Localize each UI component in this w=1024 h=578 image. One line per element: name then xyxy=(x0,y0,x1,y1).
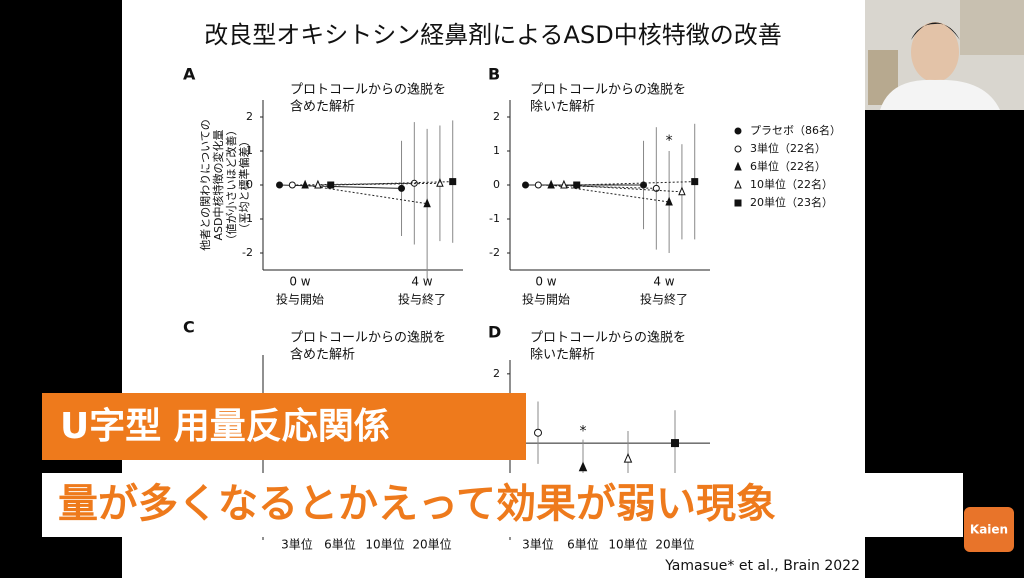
legend-label: 6単位（22名） xyxy=(750,159,826,173)
x-tick-label: 6単位 xyxy=(567,537,599,552)
point xyxy=(398,184,406,192)
legend-label: プラセボ（86名） xyxy=(750,123,841,137)
x-tick-note: 投与終了 xyxy=(640,292,688,307)
y-axis-label: 他者との関わりについての xyxy=(199,119,212,251)
y-tick-label: 1 xyxy=(493,144,500,157)
citation: Yamasue* et al., Brain 2022 xyxy=(664,558,860,574)
y-tick-label: -2 xyxy=(242,246,253,259)
x-tick-note: 投与開始 xyxy=(276,292,324,307)
logo: Kaien xyxy=(970,523,1008,537)
x-tick-label: 3単位 xyxy=(522,537,554,552)
banner-sub xyxy=(42,473,963,537)
series-line xyxy=(279,184,402,189)
y-tick-label: 2 xyxy=(493,110,500,123)
point xyxy=(671,439,679,448)
panel-label: D xyxy=(488,323,501,342)
point xyxy=(573,181,581,189)
y-axis-label: （値が小さいほど改善） xyxy=(224,125,238,246)
point xyxy=(691,178,699,186)
webcam xyxy=(865,0,1024,110)
point xyxy=(734,127,742,135)
panel-subtitle: プロトコールからの逸脱を xyxy=(530,83,686,98)
point xyxy=(734,161,742,171)
point xyxy=(623,452,633,463)
series-line xyxy=(330,181,453,186)
legend-label: 3単位（22名） xyxy=(750,141,826,155)
point xyxy=(665,196,673,206)
point xyxy=(436,178,444,187)
point xyxy=(734,145,742,153)
point xyxy=(734,199,742,207)
y-tick-label: -1 xyxy=(242,212,253,225)
y-axis-label: ASD中核特徴の変化量 xyxy=(211,130,225,241)
point xyxy=(301,179,309,189)
banner-main xyxy=(42,393,526,460)
point xyxy=(288,181,296,189)
banner-sub-text: 量が多くなるとかえって効果が弱い現象 xyxy=(58,481,776,527)
legend-label: 10単位（22名） xyxy=(750,177,833,191)
point xyxy=(423,198,431,208)
panel-subtitle: 含めた解析 xyxy=(290,347,355,363)
point xyxy=(578,461,588,472)
point xyxy=(560,179,568,189)
panel-label: A xyxy=(183,65,196,84)
panel-subtitle: プロトコールからの逸脱を xyxy=(290,331,446,346)
point xyxy=(276,181,284,189)
banner-main-text: U字型 用量反応関係 xyxy=(60,406,390,447)
point xyxy=(534,428,542,437)
panel-subtitle: プロトコールからの逸脱を xyxy=(530,331,686,346)
point xyxy=(678,186,686,196)
y-tick-label: -2 xyxy=(489,246,500,259)
x-tick-label: 20単位 xyxy=(655,537,694,552)
x-tick-label: 10単位 xyxy=(365,537,404,552)
x-tick-note: 投与終了 xyxy=(398,292,446,307)
series-line xyxy=(305,184,428,205)
point xyxy=(652,184,660,192)
significance: * xyxy=(666,133,673,149)
point xyxy=(449,178,457,186)
y-axis-label: （平均と標準偏差） xyxy=(237,136,251,235)
panel-subtitle: 除いた解析 xyxy=(530,348,595,363)
x-tick-label: 4 w xyxy=(411,275,432,289)
point xyxy=(734,179,742,189)
legend: プラセボ（86名） 3単位（22名） 6単位（22名） 10単位（22名） 20単位（2… xyxy=(734,123,841,209)
panel-label: C xyxy=(183,318,195,337)
x-tick-note: 投与開始 xyxy=(522,292,570,307)
x-tick-label: 0 w xyxy=(289,275,310,289)
point xyxy=(314,179,322,189)
x-tick-label: 10単位 xyxy=(608,537,647,552)
point xyxy=(522,181,530,189)
x-tick-label: 0 w xyxy=(535,275,556,289)
y-tick-label: 0 xyxy=(493,178,500,191)
x-tick-label: 20単位 xyxy=(412,537,451,552)
panel-label: B xyxy=(488,65,500,84)
point xyxy=(547,179,555,189)
panel-subtitle: 含めた解析 xyxy=(290,99,355,115)
y-tick-label: 2 xyxy=(493,367,500,380)
y-tick-label: 1 xyxy=(246,144,253,157)
x-tick-label: 3単位 xyxy=(281,537,313,552)
x-tick-label: 6単位 xyxy=(324,537,356,552)
y-tick-label: 0 xyxy=(246,178,253,191)
slide-title: 改良型オキシトシン経鼻剤によるASD中核特徴の改善 xyxy=(204,21,781,49)
significance: * xyxy=(580,424,587,440)
panel-subtitle: プロトコールからの逸脱を xyxy=(290,83,446,98)
logo-box xyxy=(964,507,1014,552)
panel-subtitle: 除いた解析 xyxy=(530,100,595,115)
point xyxy=(534,181,542,189)
legend-label: 20単位（23名） xyxy=(750,195,833,209)
y-tick-label: 2 xyxy=(246,110,253,123)
point xyxy=(327,181,335,189)
x-tick-label: 4 w xyxy=(653,275,674,289)
y-tick-label: -1 xyxy=(489,212,500,225)
